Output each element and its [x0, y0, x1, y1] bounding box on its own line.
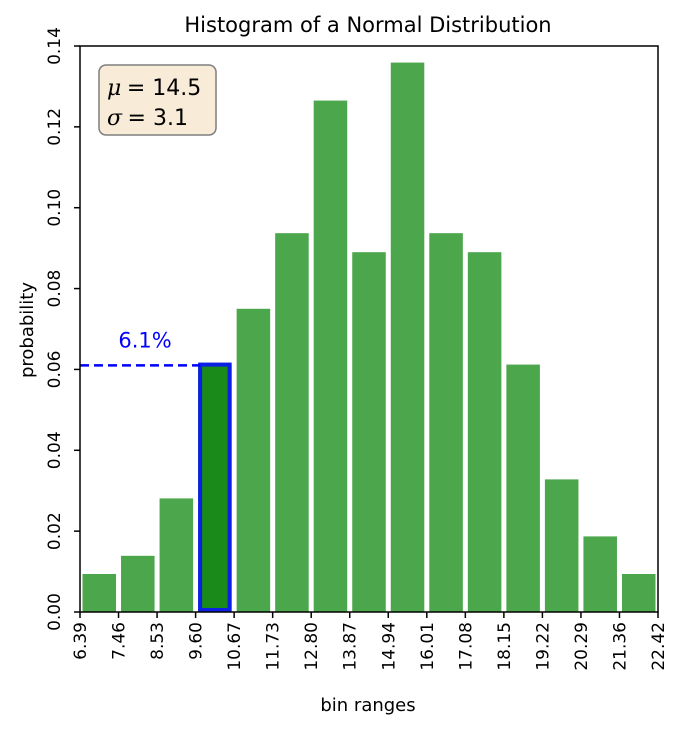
x-tick-label: 16.01: [418, 622, 438, 671]
histogram-bar: [275, 233, 309, 613]
histogram-bar: [467, 252, 502, 612]
histogram-bar: [621, 573, 656, 612]
x-tick-label: 6.39: [71, 622, 91, 660]
plot-frame: [79, 45, 659, 613]
histogram-bar: [82, 573, 117, 612]
histogram-bar: [429, 233, 463, 613]
histogram-bar: [236, 308, 271, 612]
y-tick-label: 0.08: [45, 270, 65, 308]
highlighted-bar: [198, 362, 232, 612]
histogram-bar: [121, 555, 155, 612]
histogram-bar: [583, 536, 617, 612]
stats-mean-line: μ = 14.5: [107, 75, 201, 101]
x-tick-label: 14.94: [379, 622, 399, 671]
stats-annotation-box: μ = 14.5 σ = 3.1: [98, 64, 217, 136]
x-tick-label: 10.67: [225, 622, 245, 671]
std-value: = 3.1: [128, 106, 188, 131]
histogram-bar: [390, 62, 425, 613]
x-tick-label: 21.36: [610, 622, 630, 671]
x-tick-label: 22.42: [649, 622, 669, 671]
histogram-bar: [159, 498, 194, 612]
highlight-layer: 6.1%: [80, 328, 232, 612]
y-tick-label: 0.04: [45, 431, 65, 469]
stats-box-background: [98, 64, 217, 136]
y-axis: 0.00 0.02 0.04 0.06 0.08 0.10 0.12 0.14: [45, 27, 80, 631]
chart-title: Histogram of a Normal Distribution: [184, 13, 551, 37]
histogram-bar: [352, 252, 386, 612]
histogram-bar: [313, 100, 348, 612]
x-tick-label: 9.60: [187, 622, 207, 660]
y-tick-label: 0.14: [45, 27, 65, 65]
std-symbol: σ: [107, 106, 123, 131]
highlight-percentage-label: 6.1%: [118, 328, 171, 352]
x-tick-label: 19.22: [533, 622, 553, 671]
stats-std-line: σ = 3.1: [107, 105, 188, 131]
x-tick-label: 20.29: [572, 622, 592, 671]
x-tick-label: 11.73: [264, 622, 284, 671]
y-tick-label: 0.10: [45, 189, 65, 227]
x-axis-label: bin ranges: [320, 695, 415, 716]
x-tick-label: 17.08: [456, 622, 476, 671]
x-tick-label: 12.80: [302, 622, 322, 671]
x-tick-label: 18.15: [495, 622, 515, 671]
histogram-bar: [544, 479, 579, 612]
mean-symbol: μ: [107, 76, 121, 101]
x-tick-label: 8.53: [148, 622, 168, 660]
x-tick-label: 7.46: [110, 622, 130, 660]
x-axis: 6.39 7.46 8.53 9.60 10.67 11.73 12.80 13.87 14.9…: [71, 612, 669, 671]
mean-value: = 14.5: [127, 76, 201, 101]
histogram-bar: [506, 364, 540, 612]
y-axis-label: probability: [17, 282, 38, 378]
y-tick-label: 0.12: [45, 108, 65, 146]
y-tick-label: 0.00: [45, 593, 65, 631]
y-tick-label: 0.06: [45, 350, 65, 388]
y-tick-label: 0.02: [45, 512, 65, 550]
x-tick-label: 13.87: [341, 622, 361, 671]
